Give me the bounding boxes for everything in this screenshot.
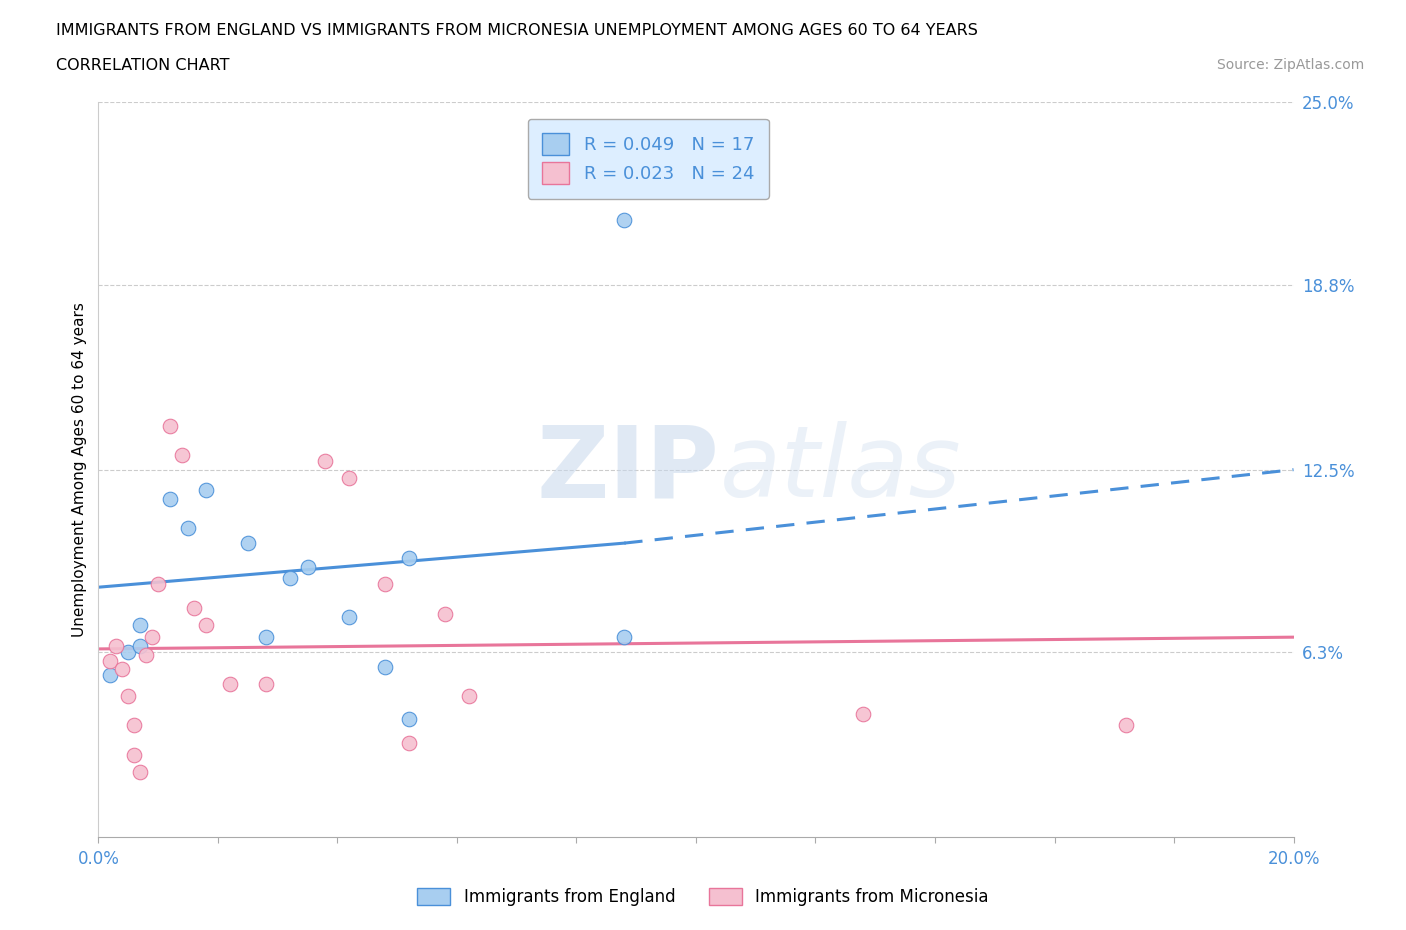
Point (1115, 718, 1137, 733)
Point (398, 712, 420, 727)
Point (458, 688, 481, 703)
Text: CORRELATION CHART: CORRELATION CHART (56, 58, 229, 73)
Point (124, 718, 146, 733)
Point (141, 630, 163, 644)
Point (177, 521, 200, 536)
Point (124, 748, 146, 763)
Point (219, 677, 242, 692)
Point (254, 677, 277, 692)
Point (98, 653, 122, 668)
Point (159, 492, 181, 507)
Point (135, 647, 157, 662)
Text: IMMIGRANTS FROM ENGLAND VS IMMIGRANTS FROM MICRONESIA UNEMPLOYMENT AMONG AGES 60: IMMIGRANTS FROM ENGLAND VS IMMIGRANTS FR… (56, 23, 979, 38)
Point (339, 609, 361, 624)
Point (315, 454, 337, 469)
Point (613, 212, 636, 227)
Point (254, 630, 277, 644)
Point (105, 639, 128, 654)
Point (129, 618, 152, 632)
Point (374, 659, 396, 674)
Point (852, 706, 875, 721)
Point (339, 471, 361, 485)
Legend: Immigrants from England, Immigrants from Micronesia: Immigrants from England, Immigrants from… (411, 881, 995, 912)
Point (398, 736, 420, 751)
Y-axis label: Unemployment Among Ages 60 to 64 years: Unemployment Among Ages 60 to 64 years (72, 302, 87, 637)
Point (129, 639, 152, 654)
Text: Source: ZipAtlas.com: Source: ZipAtlas.com (1216, 58, 1364, 72)
Point (172, 447, 194, 462)
Text: atlas: atlas (720, 421, 962, 518)
Point (183, 601, 205, 616)
Point (117, 688, 139, 703)
Point (148, 577, 170, 591)
Point (195, 483, 218, 498)
Point (398, 551, 420, 565)
Point (297, 559, 319, 574)
Point (434, 606, 457, 621)
Point (195, 618, 218, 632)
Point (236, 536, 259, 551)
Point (159, 418, 181, 433)
Point (129, 764, 152, 779)
Point (374, 577, 396, 591)
Point (278, 571, 301, 586)
Point (111, 662, 134, 677)
Point (117, 644, 139, 659)
Point (613, 630, 636, 644)
Text: ZIP: ZIP (537, 421, 720, 518)
Legend: R = 0.049   N = 17, R = 0.023   N = 24: R = 0.049 N = 17, R = 0.023 N = 24 (527, 119, 769, 199)
Point (98, 668, 122, 683)
